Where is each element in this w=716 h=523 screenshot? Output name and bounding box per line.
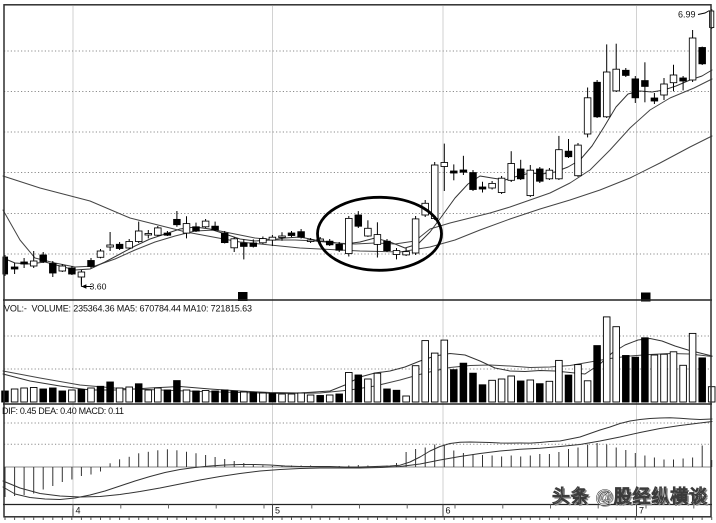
svg-text:头条 @股经纵横谈: 头条 @股经纵横谈: [552, 486, 708, 507]
svg-text:4: 4: [76, 506, 81, 516]
svg-text:6: 6: [446, 506, 451, 516]
svg-text:VOL:- VOLUME: 235364.36 MA5:: VOL:- VOLUME: 235364.36 MA5: 670784.44 M…: [4, 304, 252, 314]
svg-text:头条 @股经纵横谈: 头条 @股经纵横谈: [554, 487, 710, 508]
svg-text:6.99: 6.99: [678, 10, 696, 20]
svg-text:5: 5: [275, 506, 280, 516]
svg-text:3.60: 3.60: [90, 282, 107, 292]
svg-text:7: 7: [639, 506, 644, 516]
svg-text:DIF: 0.45 DEA: 0.40 MACD: 0.11: DIF: 0.45 DEA: 0.40 MACD: 0.11: [2, 406, 124, 416]
